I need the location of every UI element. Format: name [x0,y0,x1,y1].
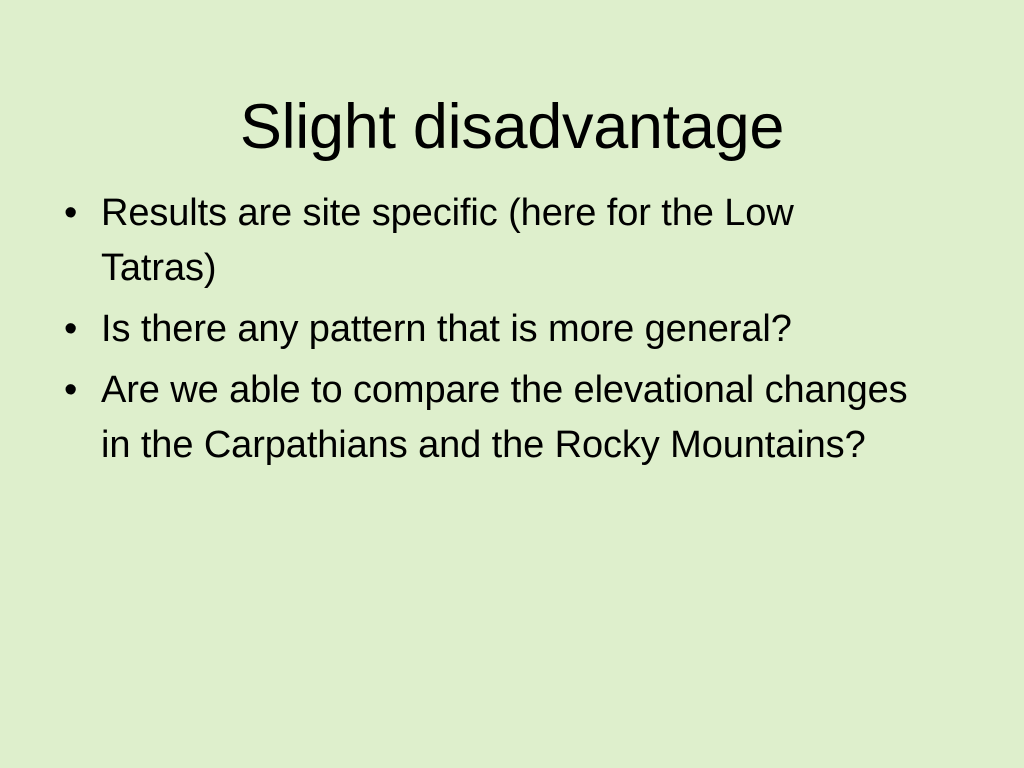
list-item-text: Results are site specific (here for the … [101,192,794,289]
list-item: • Are we able to compare the elevational… [58,363,908,473]
bullet-point-icon: • [64,192,78,234]
bullet-point-icon: • [64,369,78,411]
slide-title: Slight disadvantage [239,92,785,163]
list-item-text: Is there any pattern that is more genera… [101,308,792,350]
list-item: • Is there any pattern that is more gene… [58,302,908,357]
list-item-text: Are we able to compare the elevational c… [101,369,908,466]
bullet-list: • Results are site specific (here for th… [58,186,908,479]
list-item: • Results are site specific (here for th… [58,186,908,296]
bullet-point-icon: • [64,308,78,350]
